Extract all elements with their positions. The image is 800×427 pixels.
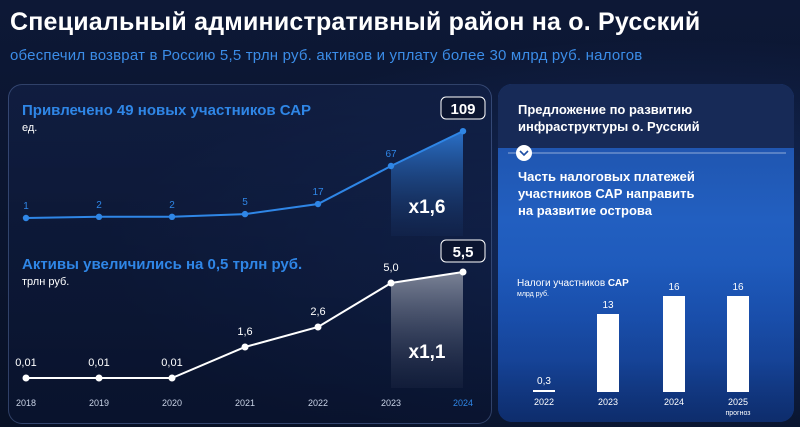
assets-point-2020 — [168, 374, 176, 382]
participants-point-2020 — [168, 213, 176, 220]
assets-point-2019 — [95, 374, 103, 382]
page-subtitle: обеспечил возврат в Россию 5,5 трлн руб.… — [10, 47, 643, 64]
participants-label-2018: 1 — [23, 201, 29, 212]
participants-point-2021 — [241, 210, 249, 218]
participants-point-2024 — [459, 127, 467, 135]
participants-last-value-box — [440, 96, 486, 120]
proposal-line-2: инфраструктуры о. Русский — [518, 119, 700, 134]
participants-label-2022: 17 — [312, 187, 324, 198]
participants-chart-title: Привлечено 49 новых участников САР — [22, 102, 311, 119]
participants-growth-area — [391, 131, 463, 236]
page-title: Специальный административный район на о.… — [10, 8, 701, 36]
assets-last-value: 5,5 — [453, 244, 474, 261]
side-text-line-2: участников САР направить — [518, 186, 695, 201]
tax-bar-2023 — [597, 314, 619, 392]
participants-label-2023: 67 — [385, 149, 397, 160]
year-label-2020: 2020 — [162, 398, 182, 408]
year-label-2021: 2021 — [235, 398, 255, 408]
chevron-down-icon[interactable] — [516, 145, 532, 161]
tax-bar-2024 — [663, 296, 685, 392]
participants-point-2019 — [95, 213, 103, 220]
year-label-2023: 2023 — [381, 398, 401, 408]
assets-point-2018 — [22, 374, 30, 382]
assets-point-2024 — [459, 268, 467, 276]
participants-point-2023 — [387, 162, 395, 170]
year-label-2024: 2024 — [453, 398, 473, 408]
tax-year-2025: 2025 — [728, 397, 748, 407]
tax-chart-unit: млрд руб. — [517, 290, 549, 298]
assets-growth-area — [391, 272, 463, 388]
tax-bar-2022 — [533, 390, 555, 392]
tax-value-2022: 0,3 — [537, 376, 551, 387]
tax-bar-2025 — [727, 296, 749, 392]
tax-value-2025: 16 — [732, 282, 744, 293]
side-text-line-3: на развитие острова — [518, 203, 653, 218]
tax-chart-title-bold: САР — [608, 278, 629, 289]
year-label-2019: 2019 — [89, 398, 109, 408]
year-label-2018: 2018 — [16, 398, 36, 408]
participants-point-2022 — [314, 200, 322, 208]
proposal-line-1: Предложение по развитию — [518, 102, 692, 117]
participants-chart-unit: ед. — [22, 122, 37, 134]
assets-label-2022: 2,6 — [310, 306, 325, 318]
assets-growth-multiplier: x1,1 — [409, 342, 446, 363]
assets-point-2023 — [387, 279, 395, 287]
participants-growth-multiplier: x1,6 — [409, 197, 446, 218]
assets-point-2021 — [241, 343, 249, 351]
assets-label-2021: 1,6 — [237, 326, 252, 338]
assets-label-2018: 0,01 — [15, 357, 36, 369]
participants-last-value: 109 — [450, 101, 475, 118]
side-text-line-1: Часть налоговых платежей — [518, 169, 695, 184]
tax-chart-title: Налоги участников САР — [517, 278, 629, 289]
assets-chart-title: Активы увеличились на 0,5 трлн руб. — [22, 256, 302, 273]
assets-label-2023: 5,0 — [383, 262, 398, 274]
participants-label-2020: 2 — [169, 200, 175, 211]
participants-label-2021: 5 — [242, 197, 248, 208]
tax-chart-title-regular: Налоги участников — [517, 278, 608, 289]
assets-label-2019: 0,01 — [88, 357, 109, 369]
tax-forecast-note: прогноз — [725, 410, 750, 417]
assets-chart-unit: трлн руб. — [22, 276, 69, 288]
participants-point-2018 — [22, 214, 30, 222]
tax-year-2024: 2024 — [664, 397, 684, 407]
participants-label-2019: 2 — [96, 200, 102, 211]
tax-year-2022: 2022 — [534, 397, 554, 407]
assets-last-value-box — [440, 239, 486, 263]
assets-label-2020: 0,01 — [161, 357, 182, 369]
assets-point-2022 — [314, 323, 322, 331]
year-label-2022: 2022 — [308, 398, 328, 408]
tax-year-2023: 2023 — [598, 397, 618, 407]
tax-value-2024: 16 — [668, 282, 680, 293]
side-panel-header-bg — [498, 84, 794, 148]
tax-value-2023: 13 — [602, 300, 614, 311]
